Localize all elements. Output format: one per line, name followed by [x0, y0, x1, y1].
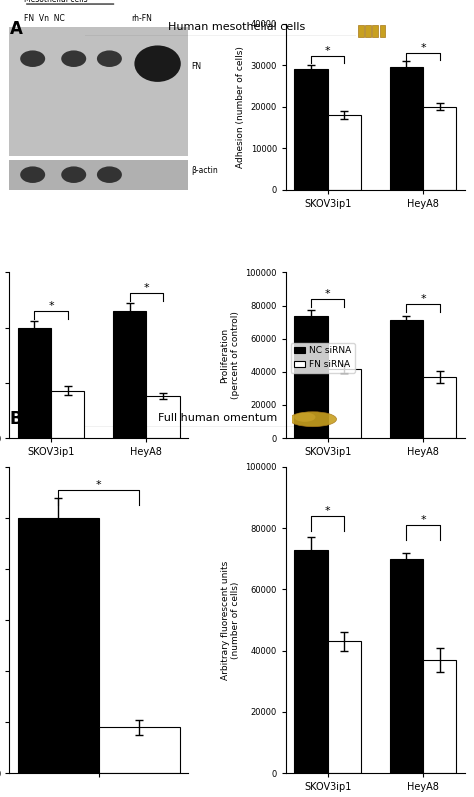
- Bar: [373, 26, 378, 37]
- Bar: [294, 69, 328, 190]
- Ellipse shape: [97, 167, 122, 183]
- Text: Human mesothelial cells: Human mesothelial cells: [168, 22, 306, 33]
- Ellipse shape: [61, 50, 86, 67]
- Legend: NC siRNA, FN siRNA: NC siRNA, FN siRNA: [291, 343, 355, 373]
- Bar: [18, 518, 99, 773]
- Text: Full human omentum: Full human omentum: [158, 413, 278, 423]
- Bar: [423, 107, 456, 190]
- Text: FN  Vn  NC: FN Vn NC: [24, 14, 64, 22]
- Bar: [423, 377, 456, 438]
- Y-axis label: Proliferation
(percent of control): Proliferation (percent of control): [220, 312, 240, 399]
- Bar: [328, 368, 361, 438]
- Bar: [9, 159, 188, 190]
- Text: *: *: [48, 301, 54, 311]
- Text: *: *: [96, 480, 101, 490]
- Text: *: *: [325, 289, 330, 299]
- Text: rh-FN: rh-FN: [131, 14, 152, 22]
- Bar: [294, 550, 328, 773]
- Bar: [328, 115, 361, 190]
- Text: *: *: [325, 506, 330, 516]
- Bar: [9, 27, 188, 156]
- Bar: [380, 26, 385, 37]
- Text: *: *: [144, 284, 149, 293]
- Bar: [390, 68, 423, 190]
- Text: B: B: [9, 410, 22, 429]
- Bar: [390, 320, 423, 438]
- Bar: [146, 396, 180, 438]
- Text: *: *: [420, 294, 426, 304]
- Ellipse shape: [97, 50, 122, 67]
- Y-axis label: Adhesion (number of cells): Adhesion (number of cells): [236, 45, 245, 167]
- Ellipse shape: [294, 413, 316, 422]
- Text: Mesothelial cells: Mesothelial cells: [24, 0, 87, 4]
- Bar: [18, 328, 51, 438]
- Bar: [99, 727, 180, 773]
- Text: *: *: [420, 43, 426, 53]
- Bar: [51, 391, 84, 438]
- Ellipse shape: [20, 167, 45, 183]
- Bar: [423, 660, 456, 773]
- Y-axis label: Arbitrary fluorescent units
(number of cells): Arbitrary fluorescent units (number of c…: [220, 560, 240, 680]
- Text: *: *: [420, 515, 426, 525]
- Bar: [113, 311, 146, 438]
- Ellipse shape: [61, 167, 86, 183]
- Bar: [328, 642, 361, 773]
- Ellipse shape: [289, 412, 337, 426]
- Ellipse shape: [20, 50, 45, 67]
- Text: *: *: [325, 45, 330, 56]
- Text: A: A: [9, 20, 22, 38]
- Text: FN: FN: [191, 61, 201, 71]
- Bar: [358, 26, 364, 37]
- Bar: [294, 316, 328, 438]
- Ellipse shape: [135, 45, 181, 82]
- Text: β-actin: β-actin: [191, 166, 218, 175]
- Bar: [390, 559, 423, 773]
- Bar: [365, 26, 371, 37]
